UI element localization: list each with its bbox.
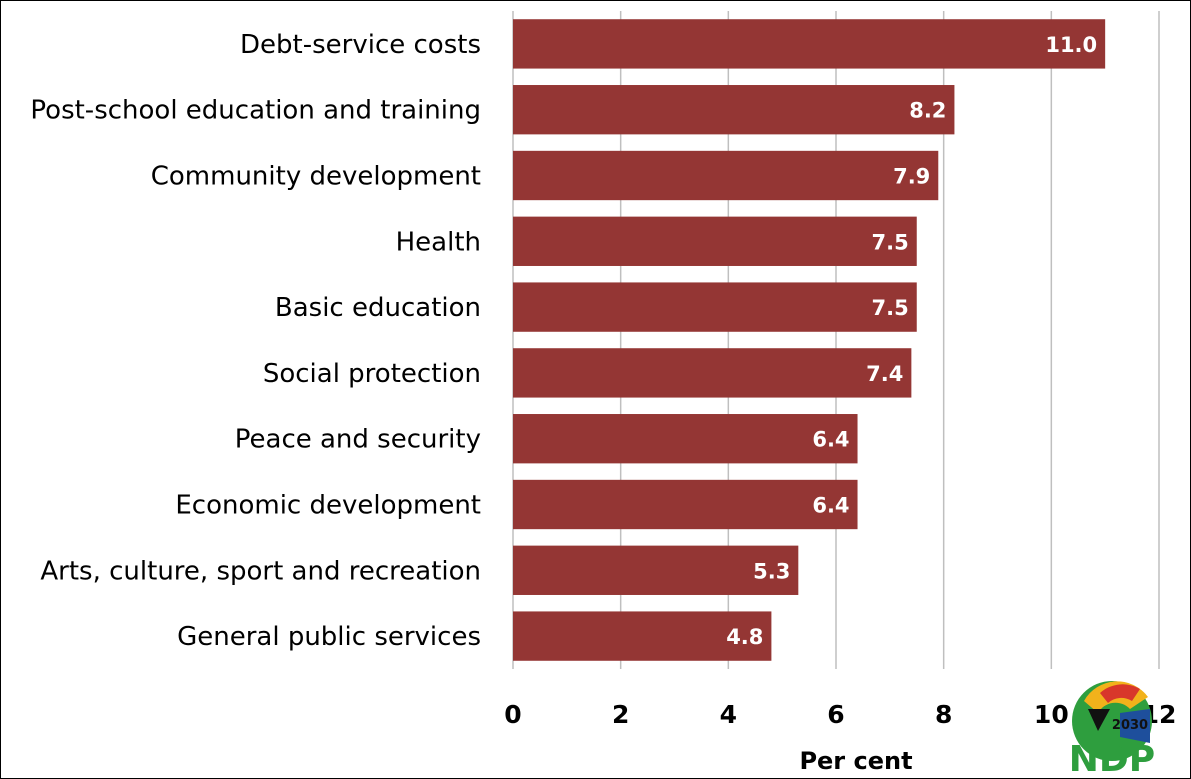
category-label: General public services: [177, 622, 481, 652]
ndp-2030-logo: 2030 NDP: [1069, 681, 1155, 778]
logo-flag-blue: [1120, 709, 1150, 743]
bar: [513, 414, 858, 464]
bar-value-label: 7.4: [866, 362, 903, 386]
bar: [513, 216, 917, 266]
bar: [513, 85, 955, 135]
bar: [513, 150, 939, 201]
category-label: Community development: [151, 162, 481, 192]
category-label: Peace and security: [235, 425, 481, 455]
x-tick-label: 8: [935, 700, 952, 729]
x-tick-label: 10: [1034, 700, 1069, 729]
bar: [513, 19, 1106, 69]
bar-value-label: 5.3: [753, 559, 790, 583]
logo-year: 2030: [1112, 718, 1148, 733]
bar-value-label: 7.5: [872, 296, 909, 320]
bar-value-label: 6.4: [812, 494, 849, 518]
logo-chevron-black: [1088, 709, 1110, 731]
category-label: Arts, culture, sport and recreation: [40, 556, 481, 586]
bar: [513, 611, 772, 661]
x-tick-label: 4: [720, 700, 737, 729]
bar-value-label: 6.4: [812, 428, 849, 452]
logo-text: NDP: [1069, 739, 1155, 778]
bar: [513, 282, 917, 332]
category-label: Debt-service costs: [240, 30, 481, 60]
bar: [513, 479, 858, 530]
logo-arc-red: [1100, 684, 1140, 703]
category-label: Social protection: [263, 359, 481, 389]
bars: 11.0 8.2 7.9 7.5 7.5 7.4 6.4 6.4 5.3 4.8: [513, 19, 1106, 661]
bar-value-label: 7.9: [893, 165, 930, 189]
category-labels: Debt-service costs Post-school education …: [30, 30, 481, 652]
category-label: Health: [396, 227, 481, 257]
x-tick-label: 6: [827, 700, 844, 729]
bar-value-label: 11.0: [1045, 33, 1097, 57]
category-label: Basic education: [275, 293, 481, 323]
category-label: Economic development: [175, 491, 481, 521]
x-axis-title: Per cent: [799, 747, 912, 775]
bar: [513, 545, 799, 595]
bar-value-label: 7.5: [872, 230, 909, 254]
x-tick-label: 2: [612, 700, 629, 729]
x-tick-label: 0: [504, 700, 521, 729]
bar-value-label: 4.8: [726, 625, 763, 649]
bar: [513, 348, 912, 398]
bar-value-label: 8.2: [909, 99, 946, 123]
category-label: Post-school education and training: [30, 96, 481, 126]
